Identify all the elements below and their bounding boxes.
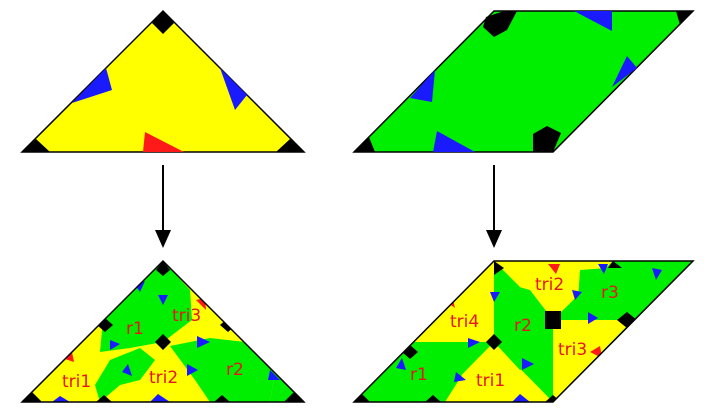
label-tri2: tri2 — [149, 368, 178, 388]
blue-flag — [512, 394, 530, 402]
green-region-r1 — [100, 261, 192, 352]
corner-marker — [494, 261, 504, 275]
blue-flag — [150, 394, 170, 402]
prototile-triangle — [20, 9, 306, 153]
label-tri4: tri4 — [450, 312, 479, 332]
blue-flag-top — [574, 11, 612, 31]
blue-flag-left — [410, 70, 435, 102]
substituted-rhombus-outline — [352, 260, 695, 403]
blue-flag — [468, 338, 480, 348]
blue-flag — [490, 292, 500, 302]
corner-marker-left — [22, 139, 50, 152]
diamond-marker-top — [152, 11, 174, 34]
blue-flag-left — [72, 68, 112, 103]
blue-flag — [158, 295, 168, 305]
diamond-marker — [156, 261, 170, 276]
label-r2: r2 — [514, 316, 532, 336]
green-region-center — [95, 348, 155, 402]
label-tri1: tri1 — [476, 371, 505, 391]
tile-labels-right: tri4 r2 tri2 r3 tri3 r1 tri1 — [410, 275, 619, 391]
green-region-r2 — [170, 338, 275, 402]
rhombus-body — [352, 10, 695, 153]
green-region-r3 — [578, 265, 660, 320]
diamond-marker — [214, 395, 230, 402]
down-arrow — [486, 165, 502, 248]
corner-marker — [22, 392, 42, 402]
label-tri2: tri2 — [535, 275, 564, 295]
blue-flag — [454, 372, 466, 382]
yellow-region-tri1 — [435, 342, 553, 402]
square-marker — [545, 311, 561, 329]
blue-flag — [588, 312, 598, 324]
square-marker-top — [483, 11, 517, 37]
prototile-rhombus — [352, 10, 695, 153]
blue-flag — [135, 281, 145, 292]
diamond-marker — [425, 395, 441, 402]
corner-marker-right — [276, 139, 304, 152]
corner-marker — [354, 394, 370, 402]
label-r1: r1 — [410, 365, 428, 385]
blue-flag — [197, 336, 210, 348]
diamond-marker — [96, 395, 112, 402]
blue-flag-right — [220, 68, 247, 110]
down-arrow — [155, 165, 171, 248]
label-tri3: tri3 — [172, 306, 201, 326]
blue-flag — [598, 264, 608, 274]
blue-flag — [187, 364, 198, 376]
red-flag — [548, 264, 560, 274]
blue-flag-right — [612, 56, 637, 87]
square-marker-bottom — [533, 126, 561, 152]
diamond-marker — [155, 334, 171, 350]
red-flag-bottom — [143, 132, 184, 152]
label-tri3: tri3 — [558, 340, 587, 360]
corner-marker — [608, 261, 622, 268]
substituted-triangle-outline — [20, 259, 306, 403]
label-r2: r2 — [226, 360, 244, 380]
diamond-marker — [486, 334, 502, 350]
blue-flag-bottom — [433, 131, 475, 152]
blue-flag — [396, 358, 406, 370]
blue-flag — [268, 370, 280, 380]
label-r1: r1 — [126, 319, 144, 339]
corner-marker — [284, 392, 304, 402]
blue-flag — [52, 396, 70, 402]
tile-labels-left: tri1 tri2 tri3 r1 r2 — [62, 306, 244, 392]
blue-flag — [122, 364, 132, 376]
blue-flag — [572, 290, 582, 300]
corner-marker-left — [354, 137, 375, 152]
blue-flag — [110, 340, 120, 350]
label-tri1: tri1 — [62, 372, 91, 392]
green-region-r2 — [494, 280, 553, 370]
label-r3: r3 — [601, 283, 619, 303]
blue-flag — [652, 268, 662, 280]
corner-marker-right — [676, 11, 693, 25]
blue-flag — [522, 358, 534, 370]
